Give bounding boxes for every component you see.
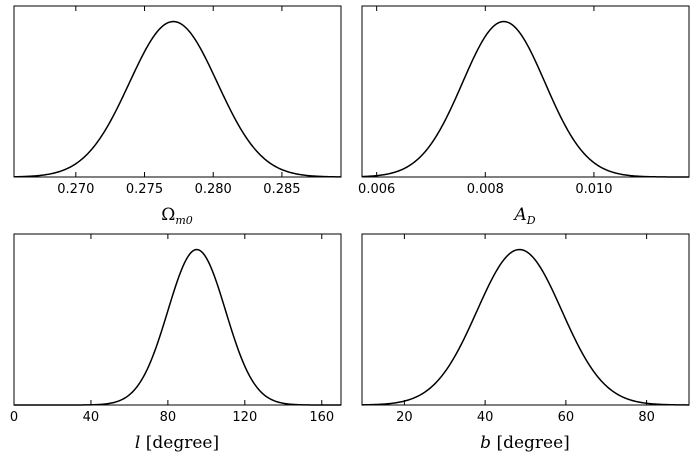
x-axis-label-l-degree: l [degree] <box>135 433 219 453</box>
x-tick-label: 0.270 <box>57 182 94 197</box>
x-tick-label: 0.010 <box>575 182 612 197</box>
x-tick-label: 0.275 <box>126 182 163 197</box>
density-curve-l-degree <box>14 248 341 406</box>
x-tick-label: 60 <box>558 410 575 425</box>
x-tick-label: 0.006 <box>358 182 395 197</box>
x-axis-label-b-degree: b [degree] <box>480 433 570 453</box>
x-tick-label: 120 <box>232 410 257 425</box>
panel-l-degree: l [degree] 0 40 80 120 160 <box>10 233 342 453</box>
density-curve-omega-m0 <box>13 20 342 178</box>
panel-a-d: AD 0.006 0.008 0.010 <box>358 5 690 227</box>
panel-b-degree: b [degree] 20 40 60 80 <box>361 233 690 453</box>
axes-frame-b-degree <box>361 233 690 406</box>
x-tick-label: 0.285 <box>263 182 300 197</box>
x-axis-label-omega-m0: Ωm0 <box>161 205 193 227</box>
x-axis-label-a-d: AD <box>512 205 535 227</box>
x-tick-label: 80 <box>160 410 177 425</box>
axes-frame-l-degree <box>13 233 342 406</box>
x-tick-label: 40 <box>83 410 100 425</box>
axes-frame-a-d <box>361 5 690 178</box>
x-tick-label: 80 <box>638 410 655 425</box>
axes-frame-omega-m0 <box>13 5 342 178</box>
x-tick-label: 0.280 <box>195 182 232 197</box>
x-tick-label: 160 <box>309 410 334 425</box>
density-curve-b-degree <box>361 248 690 406</box>
x-tick-label: 0 <box>10 410 18 425</box>
x-tick-label: 0.008 <box>467 182 504 197</box>
x-tick-label: 20 <box>396 410 413 425</box>
panel-omega-m0: Ωm0 0.270 0.275 0.280 0.285 <box>13 5 342 227</box>
x-tick-label: 40 <box>477 410 494 425</box>
density-curve-a-d <box>361 20 689 178</box>
